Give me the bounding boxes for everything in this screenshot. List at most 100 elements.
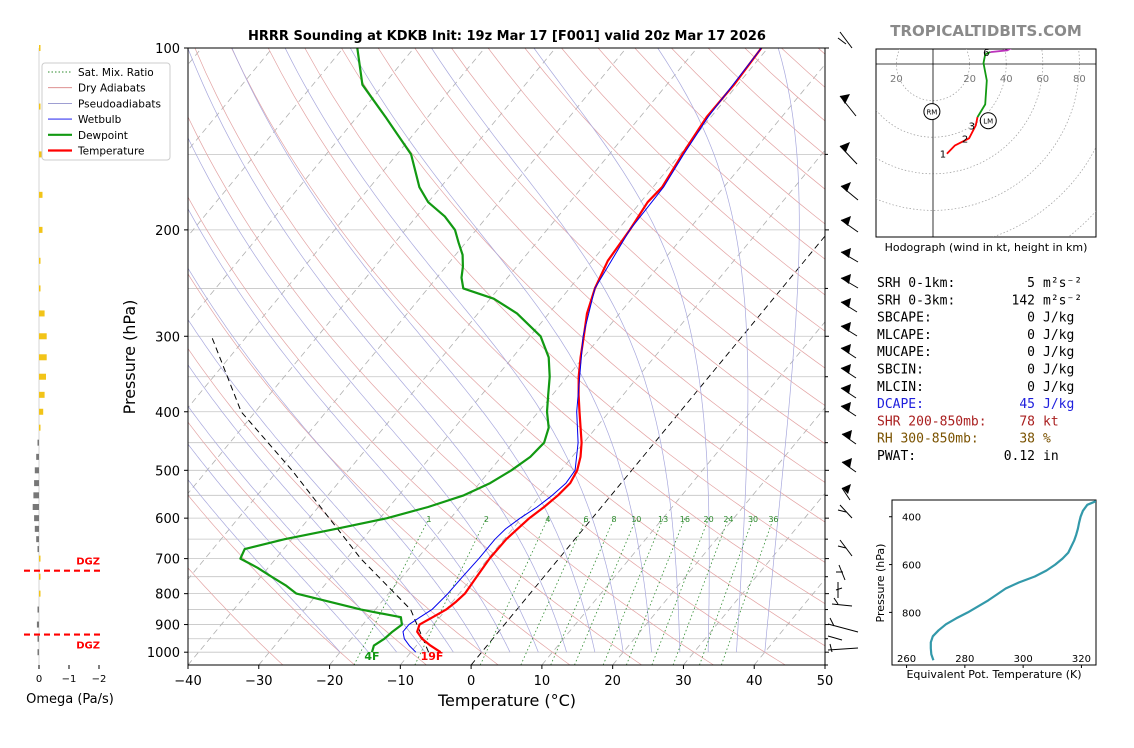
mixing-ratio-line — [672, 518, 729, 665]
moist-adiabat — [188, 208, 511, 653]
omega-bar — [39, 285, 41, 292]
omega-dgz: DGZ DGZ — [24, 557, 100, 652]
isotherm-line — [188, 48, 627, 580]
moist-adiabat — [188, 318, 454, 653]
wind-barb-pennant — [841, 344, 851, 354]
mixing-ratio-label: 30 — [748, 515, 758, 524]
y-tick-label: 400 — [155, 406, 180, 421]
wind-barb-pennant — [840, 142, 850, 152]
index-unit: J/kg — [1043, 328, 1074, 343]
omega-bar — [34, 525, 39, 532]
watermark: TROPICALTIDBITS.COM — [890, 22, 1082, 40]
parcel-trace — [211, 336, 430, 653]
theta-e-y-label: Pressure (hPa) — [874, 544, 887, 623]
mixing-ratio-line — [699, 518, 754, 665]
moist-adiabat — [188, 443, 369, 653]
mixing-ratio-label: 8 — [611, 515, 616, 524]
dry-adiabat — [267, 48, 825, 605]
x-tick-label: 20 — [604, 674, 621, 689]
index-label: SBCIN: — [877, 363, 924, 378]
mixing-ratio-labels: 1 2 4 6 8 10 13 16 20 24 30 36 — [427, 515, 779, 524]
storm-motion-marker — [923, 103, 941, 121]
legend-label: Sat. Mix. Ratio — [78, 67, 154, 79]
mixing-ratio-label: 16 — [680, 515, 690, 524]
isobars — [188, 48, 825, 665]
theta-e-x-tick-label: 280 — [955, 654, 974, 665]
omega-bar — [39, 391, 45, 398]
wind-barb-pennant — [841, 182, 851, 192]
temperature-profile — [416, 48, 763, 654]
dgz-label: DGZ — [76, 557, 100, 568]
hodograph-ring-label: 20 — [963, 74, 976, 85]
wind-barb-feather — [829, 643, 833, 653]
isotherm-line — [258, 48, 769, 665]
x-tick-label: −40 — [174, 674, 201, 689]
skewt-x-label: Temperature (°C) — [437, 691, 576, 710]
isotherm-line — [683, 492, 825, 665]
surface-temperature-label: 19F — [421, 650, 444, 663]
mixing-ratio-label: 13 — [658, 515, 668, 524]
wind-barb-feather — [837, 545, 847, 549]
isotherm-line — [612, 406, 825, 665]
index-value: 45 — [1019, 397, 1035, 412]
omega-bar — [39, 408, 44, 415]
moist-adiabat — [657, 48, 749, 653]
legend-box — [41, 62, 171, 161]
freezing-isotherm — [470, 235, 825, 665]
omega-bar — [34, 515, 39, 522]
theta-e-y-axis: 400 600 800 — [889, 513, 921, 619]
moist-adiabat — [431, 48, 681, 653]
omega-x-tick-label: 0 — [36, 674, 42, 685]
skewt-legend: Sat. Mix. Ratio Dry Adiabats Pseudoadiabat… — [41, 62, 171, 161]
theta-e-frame — [891, 499, 1097, 666]
omega-x-label: Omega (Pa/s) — [26, 692, 114, 707]
legend-label: Dewpoint — [78, 130, 128, 142]
mixing-ratio-label: 10 — [631, 515, 641, 524]
theta-e-x-tick-label: 320 — [1072, 654, 1091, 665]
wind-barb-feather — [835, 587, 843, 591]
omega-x-axis: 0 −1 −2 — [36, 665, 106, 685]
isotherm-line — [188, 48, 698, 665]
storm-motion-markers: RM LM — [923, 103, 997, 130]
legend-label: Pseudoadiabats — [78, 98, 161, 110]
omega-bar — [36, 536, 39, 543]
mixing-ratio-label: 6 — [583, 515, 588, 524]
omega-bar — [39, 310, 45, 317]
mixing-ratio-lines — [353, 517, 774, 665]
hodograph-ring-label: 60 — [1036, 74, 1049, 85]
x-tick-label: 0 — [467, 674, 475, 689]
skewt-panel: 1 2 4 6 8 10 13 16 20 24 30 36 −40 −30 −20 −10 0 10 20 30 4… — [41, 31, 859, 710]
omega-bar — [39, 257, 41, 264]
wind-barb-feather — [833, 597, 839, 605]
hodograph-ring-label: 40 — [1000, 74, 1013, 85]
skewt-y-label: Pressure (hPa) — [120, 300, 139, 415]
moist-adiabat — [349, 48, 652, 653]
index-value: 0.12 — [1004, 449, 1035, 464]
hodograph-segment — [976, 51, 991, 118]
omega-bar — [37, 635, 39, 642]
index-value: 0 — [1027, 380, 1035, 395]
y-tick-label: 700 — [155, 553, 180, 568]
isotherm-line — [400, 149, 825, 665]
theta-e-panel: 260 280 300 320 400 600 800 Equivalent Pot. T… — [874, 499, 1097, 681]
omega-bar — [39, 333, 47, 340]
dgz-label: DGZ — [76, 641, 100, 652]
theta-e-x-tick-label: 300 — [1014, 654, 1033, 665]
index-label: SRH 0-3km: — [877, 293, 955, 308]
index-value: 5 — [1027, 276, 1035, 291]
wind-barb-feather — [837, 509, 847, 513]
omega-bar — [33, 492, 39, 499]
hodograph-ring-labels: 20 20 40 60 80 — [890, 74, 1086, 85]
theta-e-x-axis: 260 280 300 320 — [897, 654, 1091, 668]
mixing-ratio-line — [353, 517, 430, 665]
index-value: 0 — [1027, 311, 1035, 326]
omega-bar — [39, 191, 43, 198]
omega-bar — [39, 226, 43, 233]
moist-adiabat — [188, 48, 567, 653]
omega-x-tick-label: −1 — [62, 674, 77, 685]
moist-adiabat — [188, 267, 482, 653]
surface-dewpoint-label: 4F — [364, 650, 379, 663]
dry-adiabat — [414, 48, 825, 445]
theta-e-y-tick-label: 400 — [902, 513, 921, 524]
y-tick-label: 500 — [155, 464, 180, 479]
